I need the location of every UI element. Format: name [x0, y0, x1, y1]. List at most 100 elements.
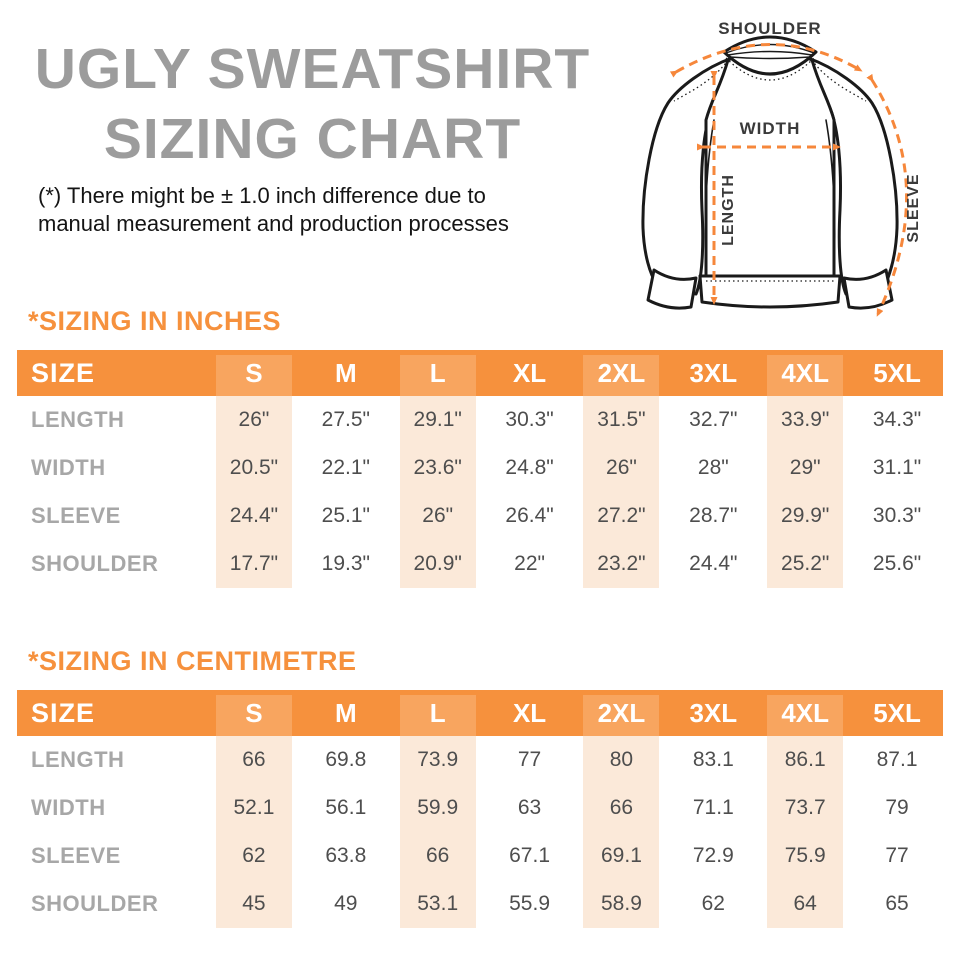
measure-row-label: SLEEVE: [31, 503, 121, 528]
title-line-2: SIZING CHART: [103, 107, 522, 171]
size-column-header: S: [208, 350, 300, 396]
size-value-cell: 20.9": [391, 540, 484, 588]
table-row: SHOULDER 17.7" 19.3" 20.9" 22" 23.2" 24.4" 25.2…: [17, 540, 943, 588]
size-value-cell: 75.9: [759, 832, 852, 880]
size-value-cell: 19.3": [321, 552, 370, 575]
size-value-cell: 23.6": [391, 444, 484, 492]
size-value-cell: 32.7": [689, 408, 738, 431]
size-value-cell: 29.9": [759, 492, 852, 540]
size-value-cell: 52.1: [208, 784, 300, 832]
size-value-cell: 30.3": [872, 504, 922, 527]
size-value-cell: 25.6": [872, 552, 922, 575]
table-row: SLEEVE 24.4" 25.1" 26" 26.4" 27.2" 28.7" 29.9" 3…: [17, 492, 943, 540]
size-value-cell: 66: [208, 736, 300, 784]
table-row: WIDTH 52.1 56.1 59.9 63 66 71.1 73.7 79: [17, 784, 943, 832]
size-value-cell: 66: [391, 832, 484, 880]
size-value-cell: 26": [391, 492, 484, 540]
size-value-cell: 62: [701, 892, 725, 915]
size-value-cell: 83.1: [692, 748, 734, 771]
measure-row-label: SLEEVE: [31, 843, 121, 868]
size-column-header: XL: [512, 697, 547, 728]
size-value-cell: 77: [885, 844, 909, 867]
size-value-cell: 55.9: [509, 892, 550, 915]
size-column-header: 5XL: [873, 697, 921, 728]
size-value-cell: 69.1: [575, 832, 668, 880]
size-column-header: 4XL: [759, 350, 852, 396]
sweatshirt-illustration: SHOULDER WIDTH LENGTH SLEEVE: [641, 19, 922, 317]
measure-row-label: WIDTH: [31, 795, 106, 820]
size-value-cell: 67.1: [509, 844, 550, 867]
size-column-header: XL: [512, 357, 547, 388]
size-value-cell: 29": [759, 444, 852, 492]
size-value-cell: 62: [208, 832, 300, 880]
size-value-cell: 64: [759, 880, 852, 928]
size-column-header: L: [391, 350, 484, 396]
sweatshirt-body-art: [641, 35, 899, 310]
size-value-cell: 25.1": [321, 504, 370, 527]
size-column-header: L: [391, 690, 484, 736]
size-value-cell: 26": [575, 444, 668, 492]
size-value-cell: 79: [885, 796, 909, 819]
centimetre-section-heading: *SIZING IN CENTIMETRE: [28, 646, 357, 676]
size-column-header: 4XL: [759, 690, 852, 736]
size-value-cell: 72.9: [692, 844, 734, 867]
size-column-header: 2XL: [575, 350, 668, 396]
measure-row-label: WIDTH: [31, 455, 106, 480]
size-value-cell: 20.5": [208, 444, 300, 492]
size-value-cell: 87.1: [876, 748, 918, 771]
size-value-cell: 45: [208, 880, 300, 928]
sizing-table-inches: SIZE S M L XL 2XL 3XL 4XL 5XL LENGTH 26" 27.5" 29.1"…: [17, 350, 943, 588]
size-value-cell: 28.7": [689, 504, 738, 527]
size-value-cell: 24.4": [208, 492, 300, 540]
measure-row-label: SHOULDER: [31, 551, 159, 576]
size-value-cell: 17.7": [208, 540, 300, 588]
table-header-row: SIZE S M L XL 2XL 3XL 4XL 5XL: [17, 690, 943, 736]
table-row: WIDTH 20.5" 22.1" 23.6" 24.8" 26" 28" 29" 31.1": [17, 444, 943, 492]
size-value-cell: 30.3": [505, 408, 554, 431]
size-column-header: 3XL: [689, 357, 738, 388]
size-value-cell: 27.2": [575, 492, 668, 540]
size-value-cell: 49: [334, 892, 358, 915]
size-value-cell: 80: [575, 736, 668, 784]
size-value-cell: 69.8: [325, 748, 367, 771]
size-value-cell: 77: [517, 748, 542, 771]
measure-row-label: LENGTH: [31, 407, 125, 432]
measure-row-label: LENGTH: [31, 747, 125, 772]
shoulder-arrow: [669, 43, 863, 78]
size-value-cell: 29.1": [391, 396, 484, 444]
table-row: SHOULDER 45 49 53.1 55.9 58.9 62 64 65: [17, 880, 943, 928]
size-column-header: 5XL: [873, 357, 921, 388]
size-value-cell: 59.9: [391, 784, 484, 832]
size-value-cell: 27.5": [321, 408, 370, 431]
size-column-header: 3XL: [689, 697, 738, 728]
size-value-cell: 24.8": [505, 456, 554, 479]
table-row: LENGTH 66 69.8 73.9 77 80 83.1 86.1 87.1: [17, 736, 943, 784]
measure-row-label: SHOULDER: [31, 891, 159, 916]
measurement-disclaimer: (*) There might be ± 1.0 inch difference…: [38, 182, 628, 238]
size-value-cell: 63: [517, 796, 542, 819]
size-value-cell: 28": [697, 456, 729, 479]
table-header-row: SIZE S M L XL 2XL 3XL 4XL 5XL: [17, 350, 943, 396]
size-value-cell: 86.1: [759, 736, 852, 784]
page-title: UGLY SWEATSHIRT SIZING CHART: [0, 34, 625, 174]
size-value-cell: 73.9: [391, 736, 484, 784]
size-value-cell: 31.1": [872, 456, 922, 479]
title-line-1: UGLY SWEATSHIRT: [34, 37, 591, 101]
sleeve-dimension-label: SLEEVE: [905, 173, 922, 242]
size-value-cell: 66: [575, 784, 668, 832]
size-value-cell: 23.2": [575, 540, 668, 588]
disclaimer-line-1: (*) There might be ± 1.0 inch difference…: [38, 183, 486, 208]
size-header-label: SIZE: [31, 357, 96, 388]
size-value-cell: 58.9: [575, 880, 668, 928]
size-value-cell: 22.1": [321, 456, 370, 479]
size-value-cell: 71.1: [692, 796, 734, 819]
size-value-cell: 73.7: [759, 784, 852, 832]
size-value-cell: 53.1: [391, 880, 484, 928]
size-value-cell: 63.8: [325, 844, 367, 867]
size-value-cell: 25.2": [759, 540, 852, 588]
size-value-cell: 26": [208, 396, 300, 444]
size-column-header: 2XL: [575, 690, 668, 736]
sleeve-arrow: [866, 73, 908, 317]
length-dimension-label: LENGTH: [720, 174, 737, 246]
